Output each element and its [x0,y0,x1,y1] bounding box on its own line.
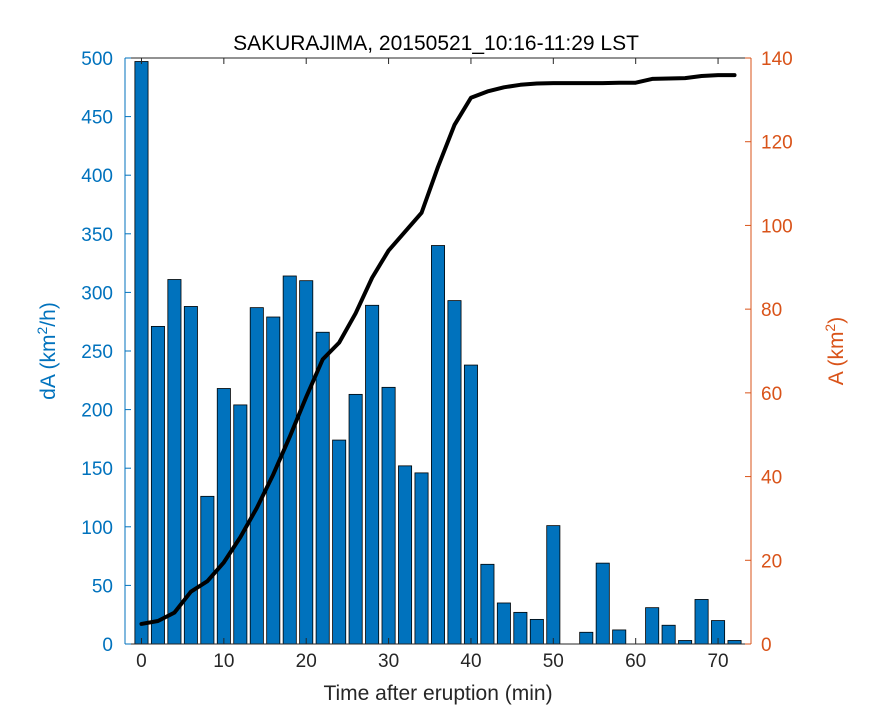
right-y-label-suffix: ) [825,317,848,324]
right-y-tick-label: 0 [761,635,772,656]
x-tick-label: 20 [296,651,317,672]
left-y-tick-label: 0 [102,635,113,656]
right-y-tick-label: 40 [761,468,782,489]
left-y-tick-label: 300 [81,283,113,304]
right-y-label-sup: 2 [822,324,838,332]
right-y-ticks: 0 20 40 60 80 100 120 140 [745,49,793,656]
x-axis-label: Time after eruption (min) [323,682,552,705]
left-y-tick-label: 200 [81,401,113,422]
bar [645,607,660,645]
bar [694,599,709,645]
left-y-axis-label: dA (km2/h) [34,302,60,400]
cumulative-area-line [139,73,737,626]
bar [431,245,445,645]
bar [546,525,561,645]
x-tick-label: 50 [543,651,564,672]
bar [150,325,165,645]
bar [332,439,347,645]
right-y-tick-label: 60 [761,384,782,405]
left-y-tick-label: 450 [81,108,113,129]
x-tick-label: 40 [460,651,481,672]
bar [398,465,413,645]
bar [595,562,610,645]
left-y-label-sup: 2 [34,326,50,334]
right-y-tick-label: 120 [761,133,793,154]
bar [661,624,676,645]
bar [381,386,396,645]
bar [200,495,215,645]
bar [529,618,544,645]
cumulative-line-path [139,73,737,626]
chart-title: SAKURAJIMA, 20150521_10:16-11:29 LST [233,32,639,55]
bar [348,393,363,645]
right-y-tick-label: 20 [761,551,782,572]
bar [216,388,231,645]
left-y-ticks: 0 50 100 150 200 250 300 350 400 450 500 [81,49,131,656]
bar [414,472,429,645]
x-tick-label: 0 [136,651,147,672]
left-y-tick-label: 150 [81,459,113,480]
bar [134,61,149,645]
bar [727,640,742,645]
x-tick-label: 10 [213,651,234,672]
x-tick-label: 70 [707,651,728,672]
bar [513,611,528,645]
left-y-tick-label: 50 [92,576,113,597]
bar [496,602,511,645]
right-y-label-prefix: A (km [825,332,848,386]
right-y-axis-label: A (km2) [822,317,848,385]
left-y-tick-label: 400 [81,166,113,187]
right-y-tick-label: 80 [761,300,782,321]
left-y-tick-label: 250 [81,342,113,363]
left-y-tick-label: 500 [81,49,113,70]
bar [463,364,478,645]
left-y-label-suffix: /h) [37,302,60,327]
bar [233,404,248,645]
x-tick-label: 30 [378,651,399,672]
bar [365,304,380,645]
bars [134,61,742,645]
left-y-tick-label: 100 [81,518,113,539]
left-y-label-prefix: dA (km [37,334,60,399]
bar [678,640,693,645]
bar [579,631,594,645]
x-tick-label: 60 [625,651,646,672]
right-y-tick-label: 100 [761,216,793,237]
right-y-tick-label: 140 [761,49,793,70]
bar [315,331,330,645]
bar [447,300,462,645]
bar [249,307,264,645]
bar [299,280,314,645]
bar [480,563,495,645]
x-ticks: 0 10 20 30 40 50 60 70 [136,58,729,672]
bar [167,279,182,645]
bar [282,275,297,645]
bar [612,629,627,645]
left-y-tick-label: 350 [81,225,113,246]
